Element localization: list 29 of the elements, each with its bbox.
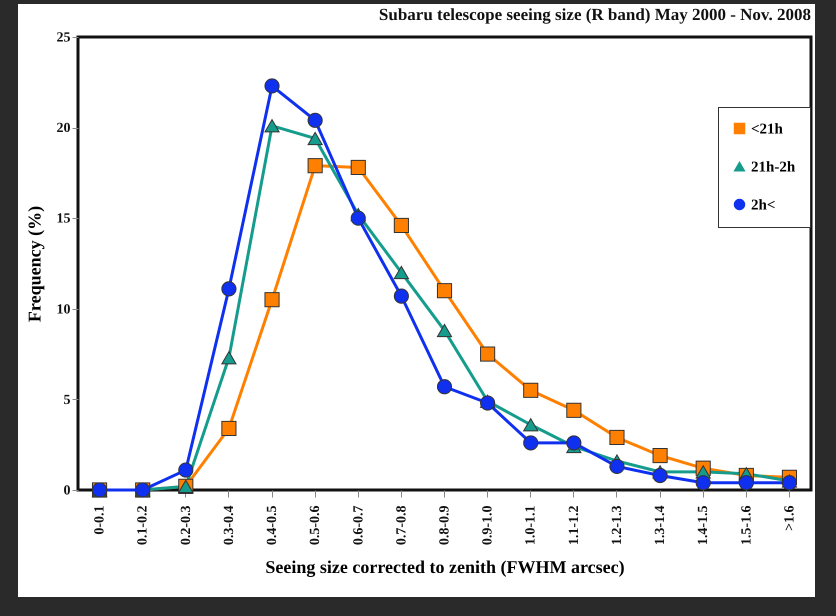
x-tick-label: 0.8-0.9 — [438, 506, 452, 546]
x-tick-label: 0.4-0.5 — [265, 506, 280, 546]
y-tick-label: 25 — [56, 30, 70, 46]
x-tick-label: 1.5-1.6 — [739, 506, 754, 546]
y-axis-title: Frequency (%) — [24, 206, 44, 322]
y-tick-label: 20 — [56, 121, 70, 136]
y-tick-label: 15 — [56, 212, 70, 227]
chart-title: Subaru telescope seeing size (R band) May 2000 - Nov. 2008 — [378, 5, 811, 24]
x-tick-label: 0.9-1.0 — [480, 506, 496, 546]
y-tick-label: 10 — [56, 302, 70, 318]
x-tick-label: 1.3-1.4 — [653, 506, 668, 546]
x-tick-label: 1.0-1.1 — [524, 506, 539, 546]
x-tick-label: >1.6 — [782, 506, 798, 531]
x-tick-label: 0.1-0.2 — [136, 506, 151, 546]
x-tick-label: 0.5-0.6 — [308, 506, 324, 546]
legend-label: <21h — [751, 122, 784, 138]
x-axis-title: Seeing size corrected to zenith (FWHM arcsec) — [265, 557, 625, 578]
legend-label: 21h-2h — [751, 160, 796, 176]
x-tick-label: 1.2-1.3 — [610, 506, 625, 546]
x-tick-label: 0-0.1 — [92, 506, 108, 535]
x-tick-label: 0.3-0.4 — [222, 506, 237, 546]
x-tick-label: 0.7-0.8 — [394, 506, 410, 546]
x-tick-label: 1.4-1.5 — [696, 506, 712, 546]
x-tick-label: 0.2-0.3 — [178, 506, 194, 546]
legend-label: 2h< — [751, 198, 776, 214]
y-tick-label: 0 — [64, 484, 70, 498]
x-tick-label: 0.6-0.7 — [351, 506, 366, 546]
y-tick-label: 5 — [64, 392, 70, 408]
x-tick-label: 1.1-1.2 — [566, 506, 582, 546]
